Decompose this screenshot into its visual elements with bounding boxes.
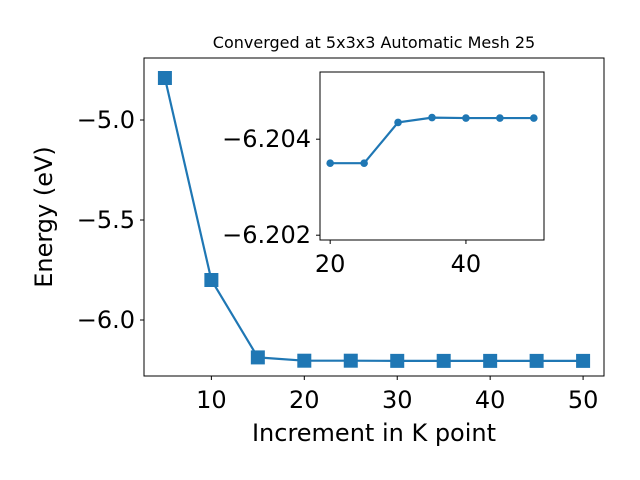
inset-data-point bbox=[326, 159, 334, 167]
main-y-tick-label: −5.0 bbox=[77, 106, 135, 134]
main-data-point bbox=[250, 350, 265, 365]
chart-title: Converged at 5x3x3 Automatic Mesh 25 bbox=[213, 33, 535, 52]
inset-data-point bbox=[496, 114, 504, 122]
main-series bbox=[157, 71, 591, 368]
inset-data-point bbox=[530, 114, 538, 122]
inset-y-tick-label: −6.202 bbox=[222, 221, 311, 249]
inset-x-tick-label: 20 bbox=[315, 250, 346, 278]
main-data-point bbox=[204, 273, 219, 287]
x-axis-label: Increment in K point bbox=[252, 419, 496, 447]
main-y-tick-label: −6.0 bbox=[77, 306, 135, 334]
inset-plot-frame bbox=[319, 71, 545, 241]
main-x-ticks: 10 20 30 40 50 bbox=[196, 376, 598, 414]
inset-data-point bbox=[462, 114, 470, 122]
inset-x-ticks: 20 40 bbox=[315, 240, 481, 278]
inset-data-point bbox=[394, 118, 402, 127]
main-y-tick-label: −5.5 bbox=[77, 206, 135, 234]
main-x-tick-label: 40 bbox=[475, 386, 506, 414]
main-series-line bbox=[163, 77, 584, 362]
inset-data-point bbox=[428, 113, 436, 122]
main-data-point bbox=[390, 353, 405, 368]
main-y-ticks: −5.0 −5.5 −6.0 bbox=[77, 106, 144, 334]
inset-data-point bbox=[360, 159, 368, 167]
inset-series bbox=[326, 113, 538, 167]
main-x-tick-label: 50 bbox=[568, 386, 599, 414]
main-x-tick-label: 20 bbox=[289, 386, 320, 414]
main-x-tick-label: 10 bbox=[196, 386, 227, 414]
main-x-tick-label: 30 bbox=[382, 386, 413, 414]
inset-chart: 20 40 −6.204−6.202 bbox=[222, 71, 545, 278]
main-data-point bbox=[297, 353, 312, 368]
main-data-point bbox=[483, 353, 498, 368]
main-data-point bbox=[343, 353, 358, 368]
inset-y-ticks: −6.204 −6.202 bbox=[222, 125, 320, 249]
main-data-point bbox=[436, 353, 451, 368]
inset-y-tick-label: −6.204 bbox=[222, 125, 311, 153]
inset-x-tick-label: 40 bbox=[451, 250, 482, 278]
y-axis-label: Energy (eV) bbox=[30, 146, 58, 288]
main-data-point bbox=[529, 353, 544, 368]
main-data-point bbox=[576, 353, 591, 368]
main-data-point bbox=[157, 71, 172, 85]
